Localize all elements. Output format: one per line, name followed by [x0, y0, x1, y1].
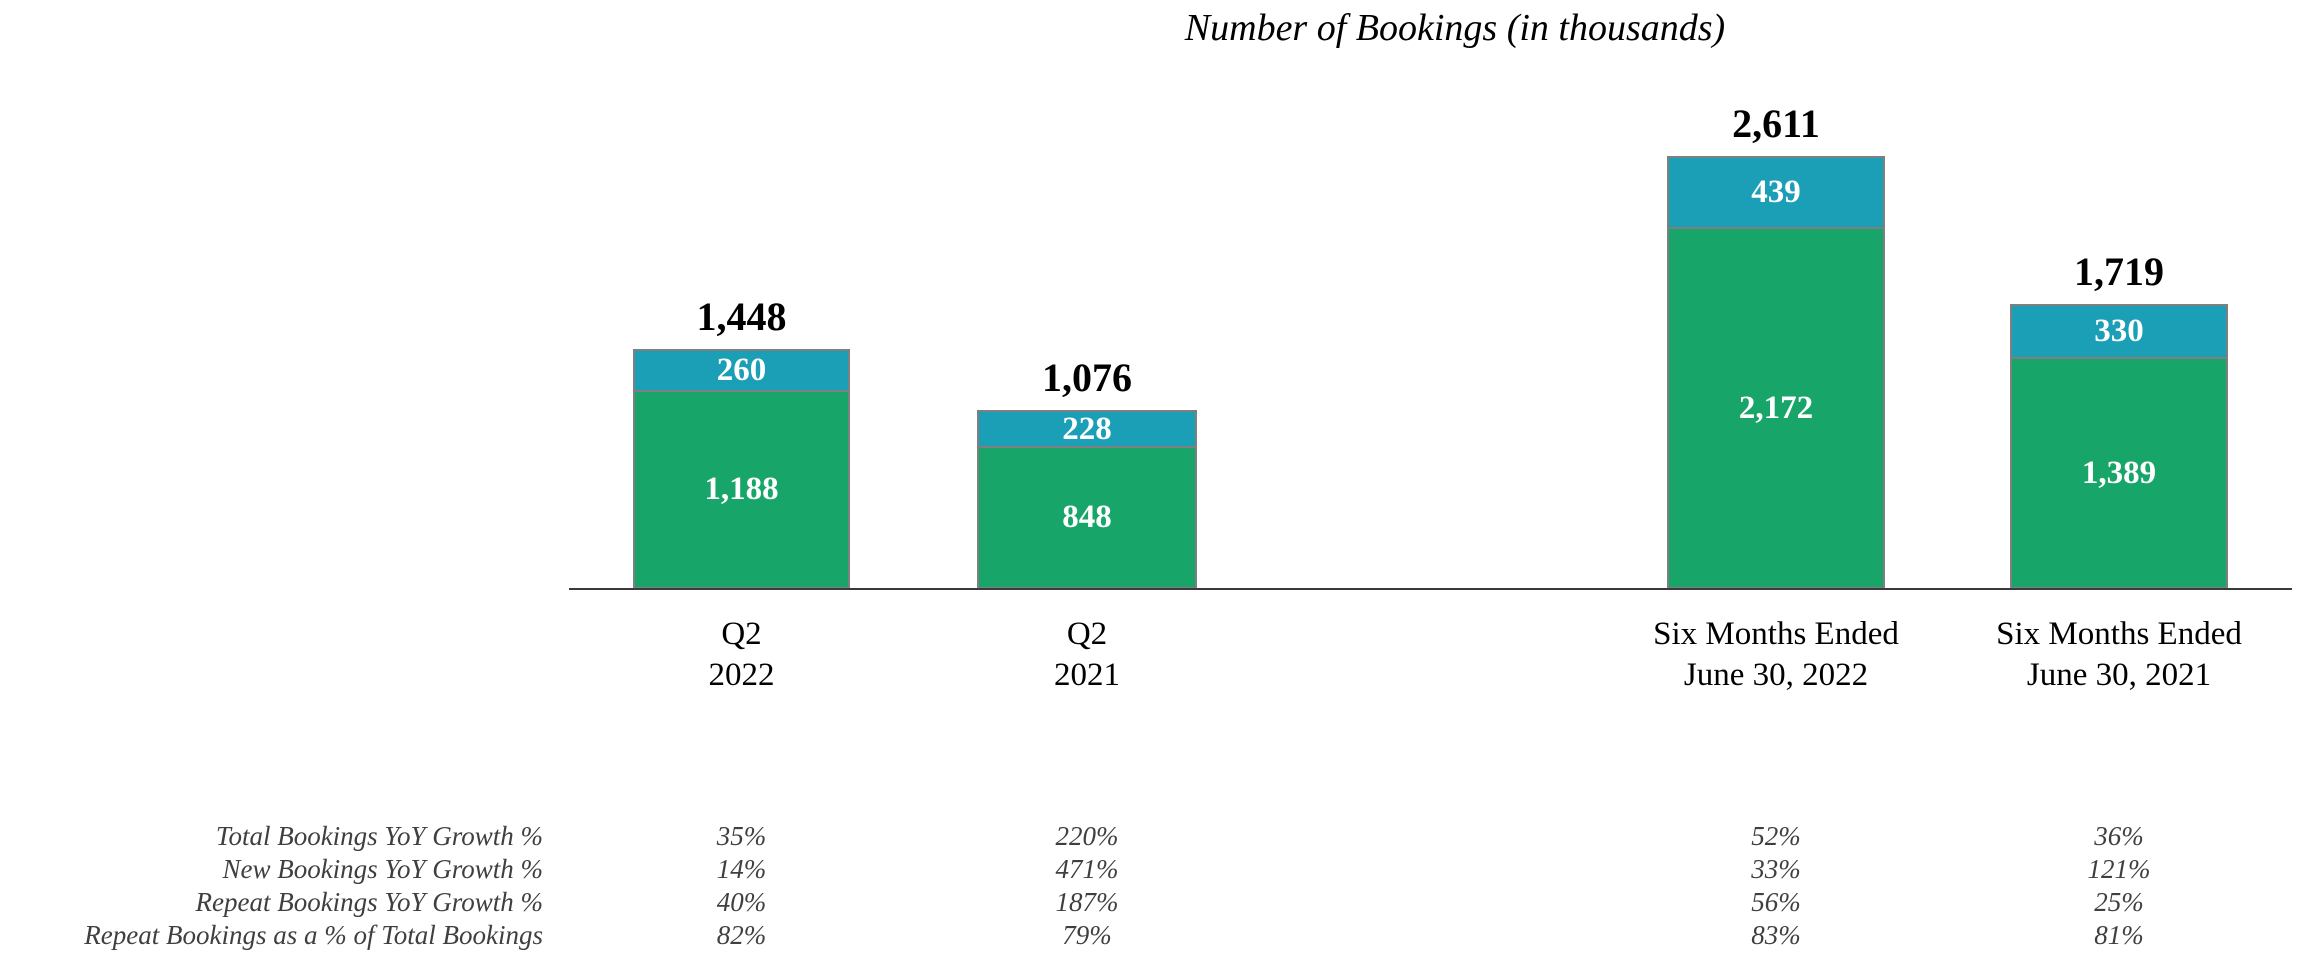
new-bookings-value: 330 — [2094, 313, 2144, 349]
repeat-bookings-value: 2,172 — [1738, 389, 1814, 426]
category-line1: Six Months Ended — [1996, 616, 2242, 652]
table-cell: 79% — [1062, 920, 1112, 950]
bar-total-label: 1,719 — [2074, 249, 2164, 294]
stacked-bar-6m-2021: 1,719 330 1,389 — [2010, 249, 2228, 589]
category-line2: 2022 — [708, 657, 775, 693]
table-cell: 36% — [2094, 821, 2144, 851]
repeat-bookings-segment: 848 — [977, 446, 1197, 589]
table-cell: 83% — [1751, 920, 1801, 950]
chart-title: Number of Bookings (in thousands) — [1184, 7, 1726, 49]
category-line2: 2021 — [1054, 657, 1120, 693]
table-cell: 52% — [1751, 821, 1801, 851]
bar-total-label: 1,448 — [696, 294, 787, 339]
table-cell: 14% — [716, 854, 767, 884]
table-cell: 56% — [1751, 887, 1801, 917]
category-line1: Six Months Ended — [1653, 616, 1899, 652]
category-line2: June 30, 2022 — [1683, 657, 1869, 693]
x-axis-label-q2-2021: Q2 2021 — [887, 614, 1287, 696]
repeat-bookings-value: 1,188 — [704, 471, 779, 507]
new-bookings-segment: 439 — [1667, 156, 1885, 229]
repeat-bookings-segment: 1,389 — [2010, 357, 2228, 589]
x-axis-line — [569, 588, 2292, 590]
table-cell: 82% — [716, 920, 767, 950]
category-line1: Q2 — [721, 616, 762, 652]
new-bookings-value: 260 — [716, 352, 767, 388]
table-cell: 25% — [2094, 887, 2144, 917]
table-row-label-repeat-growth: Repeat Bookings YoY Growth % — [195, 887, 543, 917]
stacked-bar-6m-2022: 2,611 439 2,172 — [1667, 101, 1885, 589]
new-bookings-segment: 260 — [633, 349, 850, 392]
table-row-label-total-growth: Total Bookings YoY Growth % — [215, 821, 543, 851]
x-axis-label-q2-2022: Q2 2022 — [542, 614, 942, 696]
new-bookings-value: 439 — [1751, 174, 1801, 210]
table-cell: 33% — [1751, 854, 1801, 884]
repeat-bookings-segment: 1,188 — [633, 390, 850, 589]
table-cell: 81% — [2094, 920, 2144, 950]
table-row-label-new-growth: New Bookings YoY Growth % — [222, 854, 543, 884]
table-cell: 187% — [1055, 887, 1119, 917]
bar-total-label: 2,611 — [1732, 101, 1820, 146]
category-line2: June 30, 2021 — [2026, 657, 2212, 693]
category-line1: Q2 — [1066, 616, 1108, 652]
repeat-bookings-segment: 2,172 — [1667, 227, 1885, 589]
table-cell: 121% — [2087, 854, 2151, 884]
x-axis-label-6m-2022: Six Months Ended June 30, 2022 — [1576, 614, 1976, 696]
new-bookings-segment: 228 — [977, 410, 1197, 448]
new-bookings-value: 228 — [1062, 410, 1112, 447]
table-cell: 35% — [716, 821, 767, 851]
table-cell: 220% — [1055, 821, 1119, 851]
table-row-label-repeat-pct: Repeat Bookings as a % of Total Bookings — [84, 920, 543, 950]
repeat-bookings-value: 848 — [1062, 499, 1112, 535]
table-cell: 471% — [1055, 854, 1119, 884]
new-bookings-segment: 330 — [2010, 304, 2228, 359]
repeat-bookings-value: 1,389 — [2081, 454, 2157, 491]
metrics-table-row-labels: Total Bookings YoY Growth % New Bookings… — [0, 820, 543, 952]
x-axis-label-6m-2021: Six Months Ended June 30, 2021 — [1919, 614, 2319, 696]
table-cell: 40% — [716, 887, 767, 917]
bar-total-label: 1,076 — [1042, 355, 1132, 400]
stacked-bar-q2-2021: 1,076 228 848 — [977, 355, 1197, 589]
stacked-bar-q2-2022: 1,448 260 1,188 — [633, 294, 850, 589]
